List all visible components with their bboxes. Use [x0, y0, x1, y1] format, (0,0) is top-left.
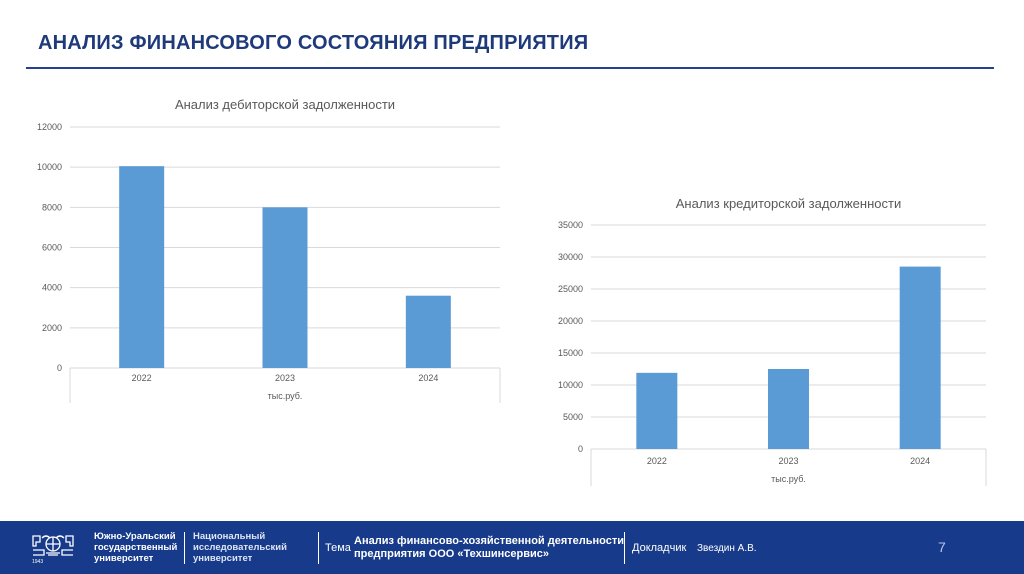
- y-tick-label: 0: [57, 363, 62, 373]
- y-tick-label: 10000: [558, 380, 583, 390]
- university-logo-icon: 1943: [32, 535, 74, 564]
- x-axis-title: тыс.руб.: [771, 474, 806, 484]
- chart-svg: Анализ кредиторской задолженности 0 5000 10…: [558, 196, 987, 486]
- x-tick-label: 2024: [418, 373, 438, 383]
- footer-bar: 1943 Южно-Уральский государственный унив…: [0, 521, 1024, 574]
- speaker-label: Докладчик: [632, 542, 687, 554]
- topic-text: Анализ финансово-хозяйственной деятельно…: [354, 535, 624, 561]
- x-axis-title: тыс.руб.: [268, 391, 303, 401]
- chart-title: Анализ дебиторской задолженности: [175, 97, 395, 112]
- topic-line: предприятия ООО «Техшинсервис»: [354, 548, 550, 560]
- footer-divider: [184, 532, 185, 564]
- footer-divider: [624, 532, 625, 564]
- y-tick-label: 8000: [42, 202, 62, 212]
- bar: [636, 372, 678, 449]
- chart-title: Анализ кредиторской задолженности: [676, 196, 901, 211]
- y-tick-label: 12000: [37, 122, 62, 132]
- x-tick-label: 2023: [275, 373, 295, 383]
- y-tick-label: 35000: [558, 220, 583, 230]
- y-tick-label: 0: [578, 444, 583, 454]
- x-tick-label: 2022: [132, 373, 152, 383]
- bar: [119, 166, 165, 368]
- y-tick-label: 10000: [37, 162, 62, 172]
- title-divider: [26, 67, 994, 69]
- y-tick-label: 2000: [42, 323, 62, 333]
- university-status-line: университет: [193, 553, 253, 564]
- topic-line: Анализ финансово-хозяйственной деятельно…: [354, 535, 624, 547]
- bar: [899, 266, 941, 449]
- university-name-line: Южно-Уральский: [94, 531, 176, 542]
- y-tick-label: 15000: [558, 348, 583, 358]
- receivables-chart: Анализ дебиторской задолженности 0 2000 400…: [26, 88, 506, 406]
- y-tick-label: 4000: [42, 283, 62, 293]
- x-tick-label: 2023: [778, 456, 798, 466]
- y-tick-label: 5000: [563, 412, 583, 422]
- bar: [262, 207, 308, 368]
- y-tick-label: 25000: [558, 284, 583, 294]
- speaker-name: Звездин А.В.: [697, 543, 757, 554]
- bar: [768, 369, 809, 449]
- university-status-line: Национальный: [193, 531, 266, 542]
- logo-year: 1943: [32, 559, 43, 564]
- page-title: АНАЛИЗ ФИНАНСОВОГО СОСТОЯНИЯ ПРЕДПРИЯТИЯ: [38, 32, 589, 54]
- university-name-line: университет: [94, 553, 154, 564]
- footer-divider: [318, 532, 319, 564]
- y-tick-label: 30000: [558, 252, 583, 262]
- x-tick-label: 2022: [647, 456, 667, 466]
- payables-chart: Анализ кредиторской задолженности 0 5000 10…: [540, 186, 995, 488]
- bar: [405, 295, 451, 368]
- chart-svg: Анализ дебиторской задолженности 0 2000 400…: [37, 97, 501, 403]
- page-number: 7: [938, 539, 946, 555]
- y-tick-label: 6000: [42, 243, 62, 253]
- y-tick-label: 20000: [558, 316, 583, 326]
- university-status-line: исследовательский: [193, 542, 287, 553]
- topic-label: Тема: [325, 542, 351, 554]
- university-name-line: государственный: [94, 542, 178, 553]
- university-status: Национальный исследовательский университ…: [193, 531, 287, 564]
- university-name: Южно-Уральский государственный университ…: [94, 531, 177, 564]
- x-tick-label: 2024: [910, 456, 930, 466]
